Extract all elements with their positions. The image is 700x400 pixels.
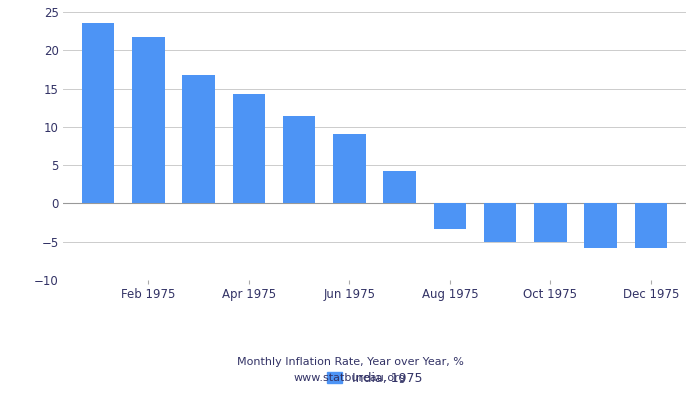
Bar xyxy=(333,134,365,204)
Text: Monthly Inflation Rate, Year over Year, %: Monthly Inflation Rate, Year over Year, … xyxy=(237,357,463,367)
Bar xyxy=(433,204,466,229)
Bar xyxy=(82,24,115,204)
Bar xyxy=(384,170,416,204)
Bar xyxy=(484,204,517,242)
Text: www.statbureau.org: www.statbureau.org xyxy=(294,373,406,383)
Bar xyxy=(283,116,316,204)
Bar xyxy=(232,94,265,204)
Bar xyxy=(534,204,567,242)
Bar xyxy=(634,204,667,248)
Bar xyxy=(182,75,215,204)
Bar xyxy=(132,36,164,204)
Legend: India, 1975: India, 1975 xyxy=(322,367,427,390)
Bar xyxy=(584,204,617,248)
